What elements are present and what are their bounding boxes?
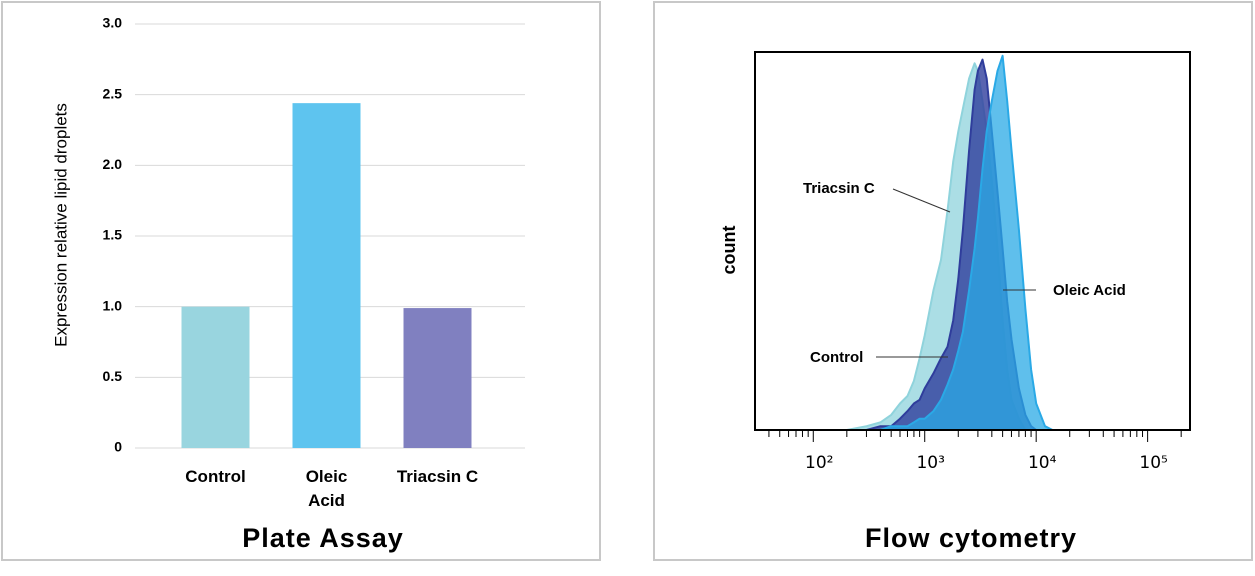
x-tick-label: 10³ <box>916 453 944 473</box>
y-tick-label: 0.5 <box>103 368 123 384</box>
x-tick-label: Control <box>185 467 246 486</box>
bar <box>403 308 472 448</box>
panel-border <box>653 1 1253 561</box>
x-tick-label: 10⁴ <box>1028 453 1057 473</box>
y-axis-label: count <box>719 226 739 275</box>
series-label: Oleic Acid <box>1053 282 1126 299</box>
chart-title: Flow cytometry <box>865 523 1077 553</box>
y-tick-label: 1.0 <box>103 297 123 313</box>
y-tick-label: 1.5 <box>103 227 123 243</box>
histogram-area <box>846 54 1053 431</box>
y-axis-label: Expression relative lipid droplets <box>51 103 70 347</box>
x-tick-label: 10⁵ <box>1139 453 1167 473</box>
y-tick-label: 2.0 <box>103 156 123 172</box>
y-tick-label: 0 <box>114 439 122 455</box>
bar <box>181 306 250 448</box>
x-tick-label: 10² <box>805 453 833 473</box>
y-tick-label: 2.5 <box>103 85 123 101</box>
bar <box>292 103 361 448</box>
chart-title: Plate Assay <box>242 523 404 553</box>
x-tick-label: Oleic Acid <box>305 467 348 510</box>
series-label: Control <box>810 349 863 366</box>
y-tick-label: 3.0 <box>103 15 123 31</box>
leader-line <box>892 188 951 213</box>
series-label: Triacsin C <box>803 180 875 197</box>
plot-frame <box>754 51 1191 431</box>
panel-border <box>1 1 601 561</box>
x-tick-label: Triacsin C <box>396 467 479 486</box>
